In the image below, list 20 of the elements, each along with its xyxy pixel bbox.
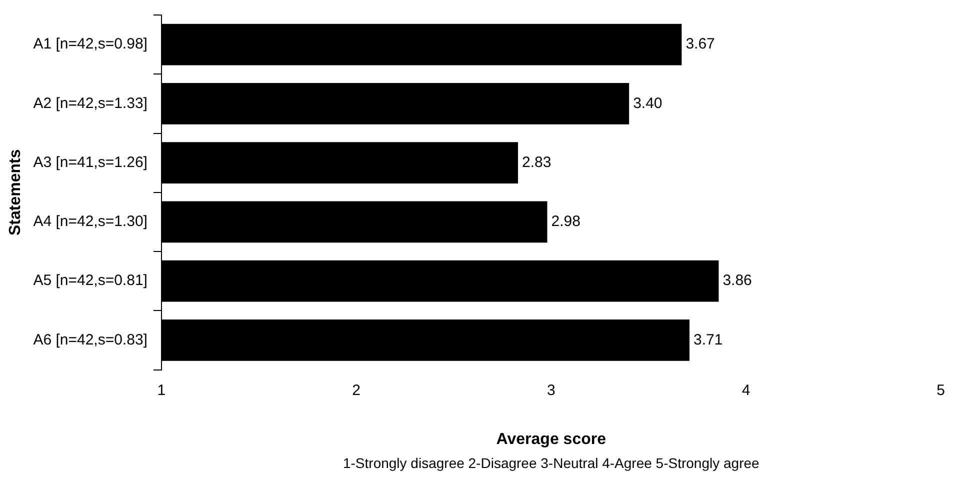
x-axis-title: Average score [496, 430, 606, 448]
data-label: 3.40 [633, 94, 662, 112]
x-tick-label: 3 [546, 382, 556, 399]
y-tick-label: A6 [n=42,s=0.83] [33, 331, 148, 348]
y-axis-title: Statements [7, 149, 24, 236]
y-tick-label: A4 [n=42,s=1.30] [33, 213, 148, 230]
data-label: 3.67 [686, 36, 715, 53]
x-tick-label: 4 [742, 382, 750, 399]
data-label: 2.83 [522, 154, 552, 171]
data-label: 3.86 [722, 272, 752, 290]
y-tick-label: A5 [n=42,s=0.81] [33, 272, 148, 290]
x-tick-label: 1 [157, 382, 166, 399]
text: 1-Strongly disagree 2-Disagree 3-Neutral 4-Agree 5-Strongly agree [342, 454, 760, 471]
data-label: 2.98 [551, 213, 580, 230]
x-tick-label: 2 [352, 382, 360, 399]
y-tick-label: A2 [n=42,s=1.33] [33, 94, 148, 112]
y-tick-label: A1 [n=42,s=0.98] [33, 36, 148, 53]
y-tick-label: A3 [n=41,s=1.26] [33, 154, 148, 171]
data-label: 3.71 [693, 331, 723, 348]
x-tick-label: 5 [936, 382, 945, 399]
